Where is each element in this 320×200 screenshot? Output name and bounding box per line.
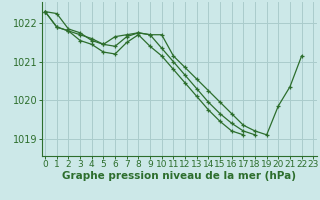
X-axis label: Graphe pression niveau de la mer (hPa): Graphe pression niveau de la mer (hPa) <box>62 171 296 181</box>
